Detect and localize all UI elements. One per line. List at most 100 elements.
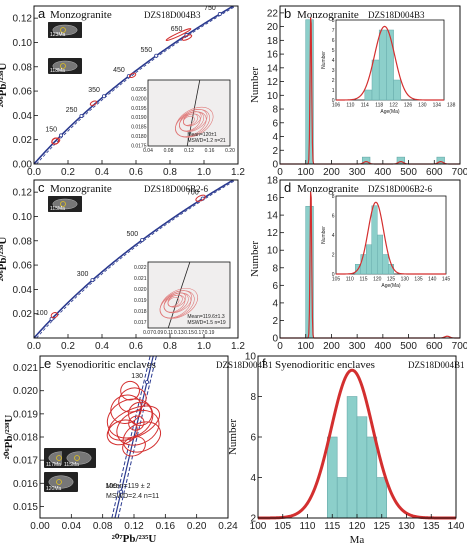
b-inset: 106 110 114 118 122 126 130 134 138 0 1 2 3 4 5 6 7 8 Age(… [321,18,456,115]
c-age-marker [90,278,95,283]
c-xtick-label: 0.8 [163,341,177,352]
e-cl-spot [56,455,62,461]
b-xtick-label: 100 [297,167,314,178]
c-inset: 0.07 0.09 0.11 0.13 0.15 0.17 0.19 0.017 0.018 0.… [134,261,231,336]
a-cl-spot [60,63,66,69]
b-inset-kde [336,25,444,101]
b-ytick-label: 8 [272,105,278,116]
c-age-label: 500 [126,231,138,238]
d-panel-letter: d [284,180,291,195]
d-inset-xtick: 120 [373,277,382,283]
a-xtick-label: 1.0 [197,167,211,178]
c-inset-ytick: 0.018 [134,309,147,315]
f-ytick-label: 2 [250,514,256,525]
a-age-marker [217,12,222,17]
b-ytick-label: 14 [267,63,279,74]
c-inset-ytick: 0.019 [134,298,147,304]
a-ellipse [181,34,193,41]
e-mean: Mean=119 ± 2 [106,483,150,490]
a-age-label: 150 [45,126,57,133]
d-xtick-label: 300 [349,341,366,352]
a-inset-ytick: 0.0195 [131,106,147,112]
c-inset-ytick: 0.020 [134,287,147,293]
c-ellipse [50,312,59,319]
f-bar [376,477,387,519]
c-xtick-label: 0.6 [129,341,143,352]
c-xtick-label: 0.0 [27,341,41,352]
e-ytick-label: 0.016 [13,479,38,490]
b-inset-bar [371,59,380,101]
b-inset-xtick: 134 [433,103,442,109]
b-inset-bar [378,29,387,101]
a-plot-area: 150 250 350 450 550 650 750 [34,6,237,164]
d-ytick-label: 8 [272,263,278,274]
f-xtick-label: 115 [324,521,340,532]
b-ytick-label: 18 [267,36,279,47]
b-xtick-label: 0 [277,167,283,178]
e-age-marker [144,380,149,385]
f-ytick-label: 8 [250,392,256,403]
d-title: Monzogranite [297,183,359,195]
b-inset-bar [393,79,402,101]
c-inset-xtick: 0.17 [194,330,204,336]
f-ylabel: Number [227,419,239,455]
c-cl-spot [60,201,66,207]
c-sample: DZS18D006B2-6 [144,184,209,194]
e-xtick-label: 0.24 [218,521,238,532]
d-ylabel: Number [249,241,261,277]
a-ytick-label: 0.10 [13,38,33,49]
a-xtick-label: 0.8 [163,167,177,178]
b-xtick-label: 200 [323,167,340,178]
a-xtick-label: 0.4 [95,167,109,178]
a-inset-xtick: 0.16 [205,148,215,154]
c-inset-xtick: 0.09 [153,330,163,336]
d-ytick-label: 10 [267,246,279,257]
c-inset-xtick: 0.11 [164,330,174,336]
e-cl-grain [66,451,92,465]
b-ytick-label: 12 [267,77,279,88]
panel-f: 100 105 110 115 120 125 130 135 140 2 4 6 8 10 f Syenod… [227,352,465,547]
b-inset-xtick: 126 [404,103,413,109]
a-inset-ellipse [175,106,214,138]
d-ytick-label: 18 [267,176,279,187]
d-inset-xtick: 135 [414,277,423,283]
c-xtick-label: 0.2 [61,341,75,352]
e-xtick-label: 0.16 [156,521,176,532]
a-age-label: 350 [88,87,100,94]
d-inset-xtick: 140 [428,277,437,283]
a-ylabel: ²⁰⁶Pb/²³⁸U [0,63,9,108]
b-ytick-label: 10 [267,91,279,102]
e-ellipse [107,405,161,441]
b-panel-letter: b [284,6,291,21]
a-age-label: 550 [141,47,153,54]
a-ytick-label: 0.00 [13,160,33,171]
e-ytick-label: 0.019 [13,409,38,420]
c-ytick-label: 0.08 [13,236,33,247]
b-ytick-label: 4 [272,132,278,143]
b-inset-xtick: 138 [447,103,456,109]
e-age-marker [119,489,124,494]
d-xtick-label: 100 [297,341,314,352]
d-ytick-label: 12 [267,228,279,239]
a-inset-plot [175,80,214,146]
a-age-marker [59,133,64,138]
d-inset-xtick: 105 [332,277,341,283]
b-xtick-label: 600 [426,167,443,178]
b-inset-xtick: 106 [332,103,341,109]
d-inset-bar [360,254,367,275]
d-ytick-label: 2 [272,316,278,327]
b-inset-bar [364,89,373,101]
e-concordia-envelope-right [117,356,157,518]
c-cl-label: 115Ma [50,206,65,212]
b-ytick-label: 20 [267,22,279,33]
b-inset-xlabel: Age(Ma) [380,109,400,115]
b-ytick-label: 22 [267,8,279,19]
b-inset-ytick: 8 [332,18,335,24]
a-ytick-label: 0.08 [13,62,33,73]
d-inset-bar [388,264,394,275]
d-ytick-label: 0 [272,334,278,345]
a-xtick-label: 0.6 [129,167,143,178]
b-inset-xtick: 130 [418,103,427,109]
c-inset-xtick: 0.07 [143,330,153,336]
